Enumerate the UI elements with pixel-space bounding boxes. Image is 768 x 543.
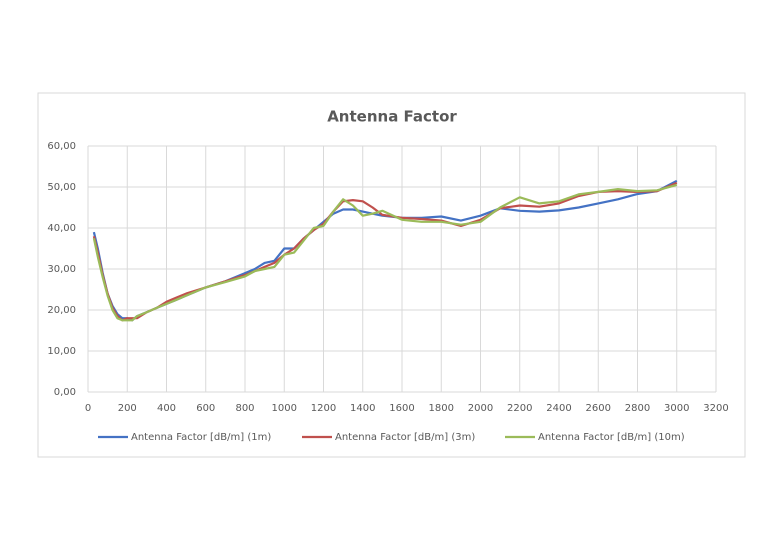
x-tick-label: 2800 — [625, 403, 650, 414]
legend-label: Antenna Factor [dB/m] (10m) — [538, 432, 685, 443]
y-tick-label: 10,00 — [47, 346, 76, 357]
x-tick-label: 1000 — [272, 403, 297, 414]
x-tick-label: 2200 — [507, 403, 532, 414]
x-tick-label: 1600 — [389, 403, 414, 414]
x-tick-label: 400 — [157, 403, 176, 414]
x-tick-label: 2400 — [546, 403, 571, 414]
x-tick-label: 3200 — [703, 403, 728, 414]
x-tick-label: 0 — [85, 403, 91, 414]
x-tick-label: 1200 — [311, 403, 336, 414]
x-tick-label: 2000 — [468, 403, 493, 414]
x-tick-label: 1400 — [350, 403, 375, 414]
x-tick-label: 800 — [235, 403, 254, 414]
x-tick-label: 600 — [196, 403, 215, 414]
x-tick-label: 2600 — [586, 403, 611, 414]
series-line — [92, 183, 678, 322]
x-tick-label: 3000 — [664, 403, 689, 414]
legend-label: Antenna Factor [dB/m] (1m) — [131, 432, 271, 443]
y-tick-label: 0,00 — [54, 387, 76, 398]
y-tick-label: 20,00 — [47, 305, 76, 316]
y-tick-label: 40,00 — [47, 223, 76, 234]
x-tick-label: 200 — [118, 403, 137, 414]
y-tick-label: 60,00 — [47, 141, 76, 152]
x-tick-label: 1800 — [429, 403, 454, 414]
series-line — [92, 181, 678, 322]
chart-frame — [37, 92, 746, 458]
y-tick-label: 30,00 — [47, 264, 76, 275]
legend-label: Antenna Factor [dB/m] (3m) — [335, 432, 475, 443]
chart-title: Antenna Factor — [327, 108, 457, 126]
y-tick-label: 50,00 — [47, 182, 76, 193]
